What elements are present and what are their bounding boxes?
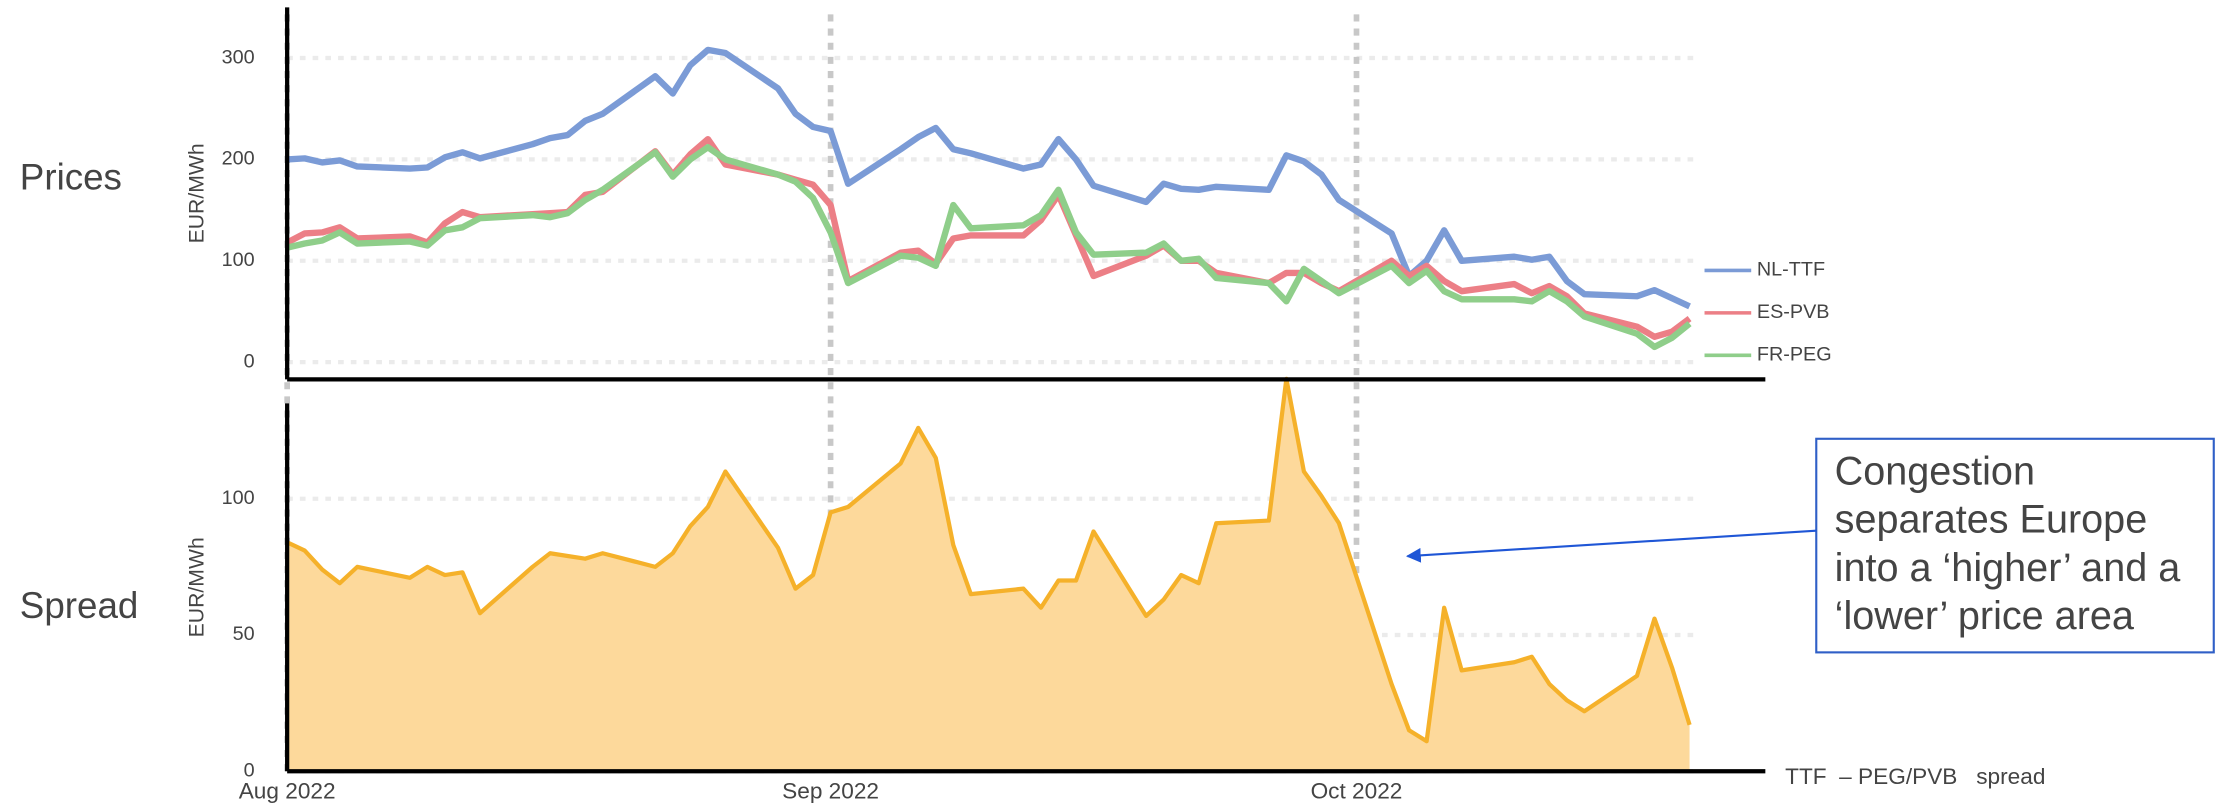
x-tick-label: Aug 2022 (239, 778, 336, 803)
x-tick-label: Oct 2022 (1311, 778, 1403, 803)
legend-label: FR-PEG (1757, 344, 1832, 366)
y-tick-label: 100 (222, 487, 255, 509)
line (286, 46, 1691, 310)
line (286, 144, 1692, 351)
y-tick-label: 300 (222, 46, 255, 68)
annotation-text: into a ‘higher’ and a (1835, 546, 2182, 590)
y-tick-label: 0 (244, 759, 255, 781)
line (285, 135, 1692, 340)
annotation-arrow (1405, 529, 1817, 563)
panel-label: Spread (20, 585, 139, 626)
annotation-text: ‘lower’ price area (1835, 594, 2135, 638)
marks (285, 46, 1692, 772)
annotation-text: Congestion (1835, 450, 2035, 494)
annotation-text: separates Europe (1835, 498, 2148, 542)
y-axis-title: EUR/MWh (186, 537, 209, 637)
legend-label: ES-PVB (1757, 301, 1830, 323)
x-tick-label: Sep 2022 (782, 778, 879, 803)
y-tick-label: 50 (233, 623, 255, 645)
y-tick-label: 100 (222, 249, 255, 271)
legend-label: NL-TTF (1757, 259, 1825, 281)
y-axis-title: EUR/MWh (186, 143, 209, 243)
area-line (286, 376, 1692, 744)
labels: 0 100 200 300 EUR/MWh Prices NL-TTF ES-PVB FR-PE… (20, 7, 2181, 803)
annotation-box (1815, 437, 2215, 654)
y-tick-label: 200 (222, 148, 255, 170)
panel-label: Prices (20, 157, 122, 198)
area-fill (287, 378, 1690, 772)
legend-label: TTF – PEG/PVB spread (1785, 764, 2045, 789)
y-tick-label: 0 (244, 350, 255, 372)
